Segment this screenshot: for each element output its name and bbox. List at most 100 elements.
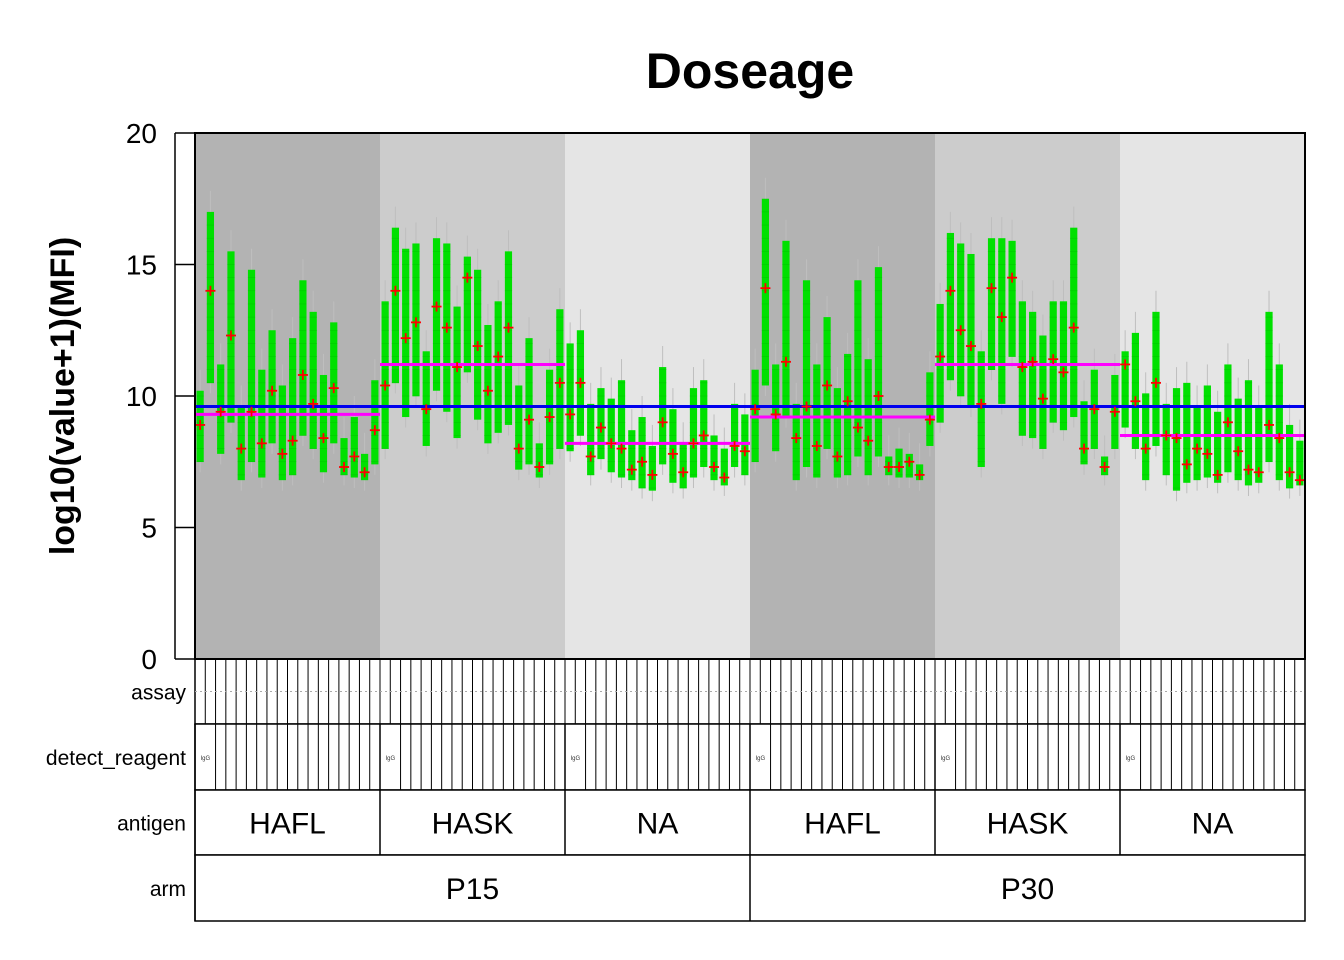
group-background bbox=[1120, 133, 1305, 659]
box bbox=[854, 280, 862, 457]
box bbox=[1193, 406, 1201, 481]
box bbox=[1131, 332, 1140, 449]
box bbox=[1244, 380, 1253, 486]
box bbox=[946, 232, 955, 381]
box bbox=[247, 269, 256, 462]
box bbox=[494, 301, 502, 433]
box bbox=[1121, 351, 1129, 428]
group-background bbox=[565, 133, 750, 659]
y-tick-label: 20 bbox=[126, 118, 157, 149]
box bbox=[504, 251, 513, 425]
detect-reagent-label: IgG bbox=[570, 756, 580, 762]
box bbox=[1070, 227, 1078, 418]
antigen-label: NA bbox=[637, 808, 679, 841]
box bbox=[802, 280, 811, 468]
box bbox=[278, 385, 286, 481]
box bbox=[1285, 424, 1294, 489]
y-axis: 0 5 10 15 20 bbox=[126, 118, 195, 675]
antigen-label: HAFL bbox=[249, 808, 326, 841]
box bbox=[432, 238, 441, 391]
detect-reagent-label: IgG bbox=[385, 756, 395, 762]
box bbox=[1029, 311, 1037, 439]
box bbox=[535, 443, 543, 478]
box bbox=[617, 380, 626, 478]
plot-frame bbox=[194, 132, 1306, 660]
panel-row-label: arm bbox=[150, 878, 186, 901]
box bbox=[689, 388, 698, 478]
arm-label: P15 bbox=[446, 873, 499, 906]
box bbox=[587, 403, 595, 475]
box bbox=[1255, 406, 1263, 483]
box bbox=[309, 311, 317, 449]
panel-row-label: detect_reagent bbox=[46, 747, 186, 770]
box bbox=[1039, 335, 1047, 449]
box bbox=[1080, 401, 1088, 465]
box bbox=[1203, 385, 1211, 478]
box bbox=[484, 324, 492, 444]
box bbox=[710, 435, 718, 481]
box bbox=[453, 306, 461, 439]
group-background bbox=[935, 133, 1120, 659]
arm-label: P30 bbox=[1001, 873, 1054, 906]
box bbox=[638, 417, 646, 489]
group-backgrounds bbox=[195, 133, 1305, 659]
box bbox=[1265, 311, 1273, 462]
box bbox=[844, 353, 852, 475]
box bbox=[463, 256, 471, 373]
box bbox=[237, 406, 245, 481]
group-background bbox=[380, 133, 565, 659]
box bbox=[525, 338, 533, 465]
detect-reagent-label: IgG bbox=[200, 756, 210, 762]
y-axis-label: log10(value+1)(MFI) bbox=[44, 237, 82, 555]
box bbox=[813, 364, 821, 478]
box bbox=[340, 438, 348, 475]
box bbox=[1214, 411, 1222, 483]
box bbox=[1296, 440, 1304, 486]
box bbox=[659, 367, 667, 465]
box bbox=[360, 453, 369, 481]
y-tick-label: 0 bbox=[141, 644, 157, 675]
box bbox=[566, 343, 574, 452]
box bbox=[206, 211, 215, 383]
y-tick-label: 5 bbox=[141, 513, 157, 544]
box bbox=[402, 248, 410, 418]
antigen-label: HAFL bbox=[804, 808, 881, 841]
y-tick-label: 15 bbox=[126, 250, 157, 281]
antigen-label: HASK bbox=[987, 808, 1069, 841]
box bbox=[391, 227, 400, 383]
box bbox=[299, 280, 307, 436]
detect-reagent-label: IgG bbox=[755, 756, 765, 762]
box bbox=[350, 417, 358, 478]
box bbox=[422, 351, 430, 446]
mean-markers bbox=[195, 272, 1305, 486]
box bbox=[515, 385, 523, 470]
panel-row-label: assay bbox=[131, 682, 186, 705]
antigen-label: NA bbox=[1192, 808, 1234, 841]
box bbox=[833, 388, 841, 478]
detect-reagent-label: IgG bbox=[940, 756, 950, 762]
panel-row-label: antigen bbox=[117, 813, 186, 836]
detect-reagent-label: IgG bbox=[1125, 756, 1135, 762]
box bbox=[669, 409, 677, 483]
antigen-label: HASK bbox=[432, 808, 514, 841]
box bbox=[679, 443, 687, 489]
box bbox=[258, 369, 266, 478]
box bbox=[1234, 398, 1242, 481]
box bbox=[648, 445, 656, 491]
box bbox=[874, 267, 883, 457]
box bbox=[628, 430, 636, 481]
chart-title: Doseage bbox=[646, 43, 854, 99]
box bbox=[720, 448, 728, 486]
box bbox=[957, 243, 965, 396]
group-background bbox=[195, 133, 380, 659]
mean-lines bbox=[195, 362, 1305, 445]
group-background bbox=[750, 133, 935, 659]
box bbox=[1008, 240, 1016, 357]
box bbox=[1183, 382, 1191, 483]
box bbox=[381, 301, 389, 449]
y-tick-label: 10 bbox=[126, 381, 157, 412]
box bbox=[700, 380, 708, 468]
box bbox=[319, 374, 328, 473]
